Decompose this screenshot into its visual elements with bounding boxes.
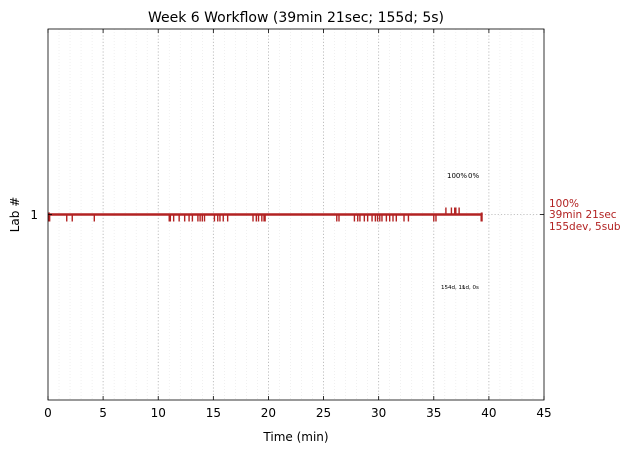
right-label-percent: 100% <box>549 198 579 210</box>
right-label-duration: 39min 21sec <box>549 209 617 221</box>
x-tick-label: 15 <box>206 406 221 420</box>
x-axis-ticks: 0 5 10 15 20 25 30 35 40 45 <box>44 29 552 420</box>
grid-lines <box>58 29 544 400</box>
percent-annotation: 100% <box>447 172 467 180</box>
x-tick-label: 35 <box>426 406 441 420</box>
x-tick-label: 40 <box>481 406 496 420</box>
x-tick-label: 30 <box>371 406 386 420</box>
count-annotation-secondary: 1d, 0s <box>462 285 479 291</box>
x-axis-label: Time (min) <box>262 430 328 444</box>
percent-annotation-secondary: 0% <box>468 172 479 180</box>
chart-title: Week 6 Workflow (39min 21sec; 155d; 5s) <box>148 10 444 26</box>
x-tick-label: 5 <box>99 406 107 420</box>
plot-marks <box>48 207 483 222</box>
right-label-counts: 155dev, 5sub <box>549 221 621 233</box>
y-axis-ticks: 1 <box>30 208 544 222</box>
y-axis-label: Lab # <box>8 197 22 233</box>
y-tick-label: 1 <box>30 208 38 222</box>
x-tick-label: 45 <box>536 406 551 420</box>
x-tick-label: 20 <box>261 406 276 420</box>
x-tick-label: 0 <box>44 406 52 420</box>
x-tick-label: 10 <box>151 406 166 420</box>
count-annotation: 154d, 1s <box>441 285 465 291</box>
x-tick-label: 25 <box>316 406 331 420</box>
